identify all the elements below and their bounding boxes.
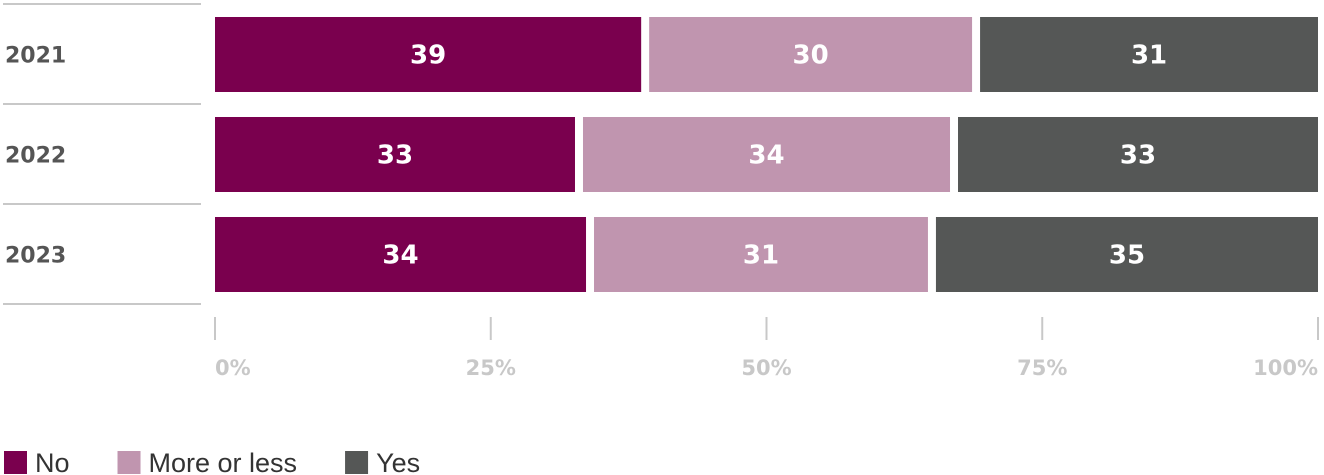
legend-label-no: No bbox=[35, 448, 70, 475]
category-label-2022: 2022 bbox=[5, 144, 66, 169]
legend-swatch-more-or-less bbox=[118, 451, 141, 474]
x-tick-label-25: 25% bbox=[466, 356, 516, 380]
data-label-yes-2021: 31 bbox=[1131, 41, 1167, 71]
legend-swatch-yes bbox=[345, 451, 368, 474]
legend: No More or less Yes bbox=[4, 448, 420, 475]
data-label-more-or-less-2023: 31 bbox=[743, 241, 779, 271]
x-tick-label-50: 50% bbox=[741, 356, 791, 380]
data-label-more-or-less-2022: 34 bbox=[748, 141, 784, 171]
data-label-yes-2023: 35 bbox=[1109, 241, 1145, 271]
x-tick-label-100: 100% bbox=[1253, 356, 1318, 380]
category-label-2023: 2023 bbox=[5, 244, 66, 269]
data-label-no-2023: 34 bbox=[382, 241, 418, 271]
x-axis: 0% 25% 50% 75% 100% bbox=[215, 317, 1318, 380]
x-tick-label-0: 0% bbox=[215, 356, 251, 380]
category-label-2021: 2021 bbox=[5, 44, 66, 69]
data-label-more-or-less-2021: 30 bbox=[793, 41, 829, 71]
x-tick-label-75: 75% bbox=[1017, 356, 1067, 380]
data-label-no-2022: 33 bbox=[377, 141, 413, 171]
category-labels: 2021 2022 2023 bbox=[5, 44, 66, 269]
data-label-no-2021: 39 bbox=[410, 41, 446, 71]
legend-label-yes: Yes bbox=[376, 448, 420, 475]
legend-swatch-no bbox=[4, 451, 27, 474]
legend-label-more-or-less: More or less bbox=[149, 448, 298, 475]
data-label-yes-2022: 33 bbox=[1120, 141, 1156, 171]
bars: 39 30 31 33 34 33 34 31 35 bbox=[215, 17, 1318, 292]
